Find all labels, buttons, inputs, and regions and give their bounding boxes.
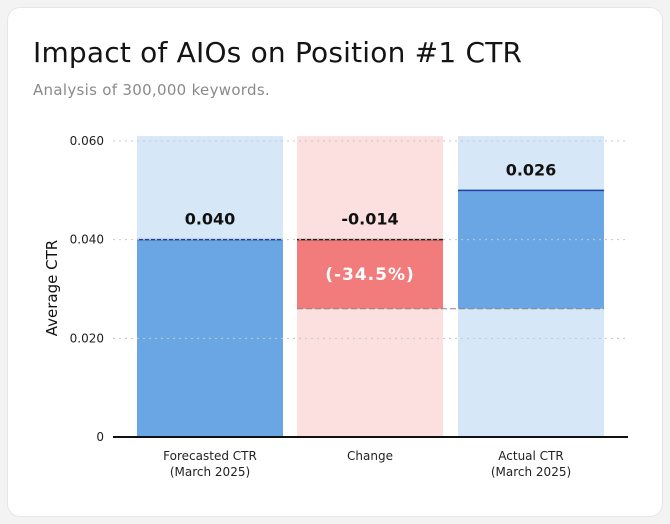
y-tick-label-2: 0.040 — [70, 233, 104, 247]
value-label-1: 0.040 — [185, 210, 236, 229]
category-label-3-line-2: (March 2025) — [491, 465, 571, 479]
y-axis-title: Average CTR — [43, 240, 61, 336]
bar-3 — [458, 190, 604, 309]
y-tick-label-3: 0.060 — [70, 134, 104, 148]
y-tick-label-1: 0.020 — [70, 331, 104, 345]
percent-change-label: (-34.5%) — [325, 265, 415, 285]
y-tick-label-0: 0 — [96, 430, 104, 444]
chart-title: Impact of AIOs on Position #1 CTR — [33, 36, 523, 69]
category-label-1-line-2: (March 2025) — [170, 465, 250, 479]
value-label-3: 0.026 — [506, 160, 557, 179]
bar-2 — [297, 239, 443, 309]
value-label-2: -0.014 — [341, 210, 398, 229]
category-label-3-line-1: Actual CTR — [498, 449, 563, 463]
category-label-2-line-1: Change — [347, 449, 393, 463]
category-label-1-line-1: Forecasted CTR — [163, 449, 257, 463]
chart-subtitle: Analysis of 300,000 keywords. — [33, 81, 271, 99]
